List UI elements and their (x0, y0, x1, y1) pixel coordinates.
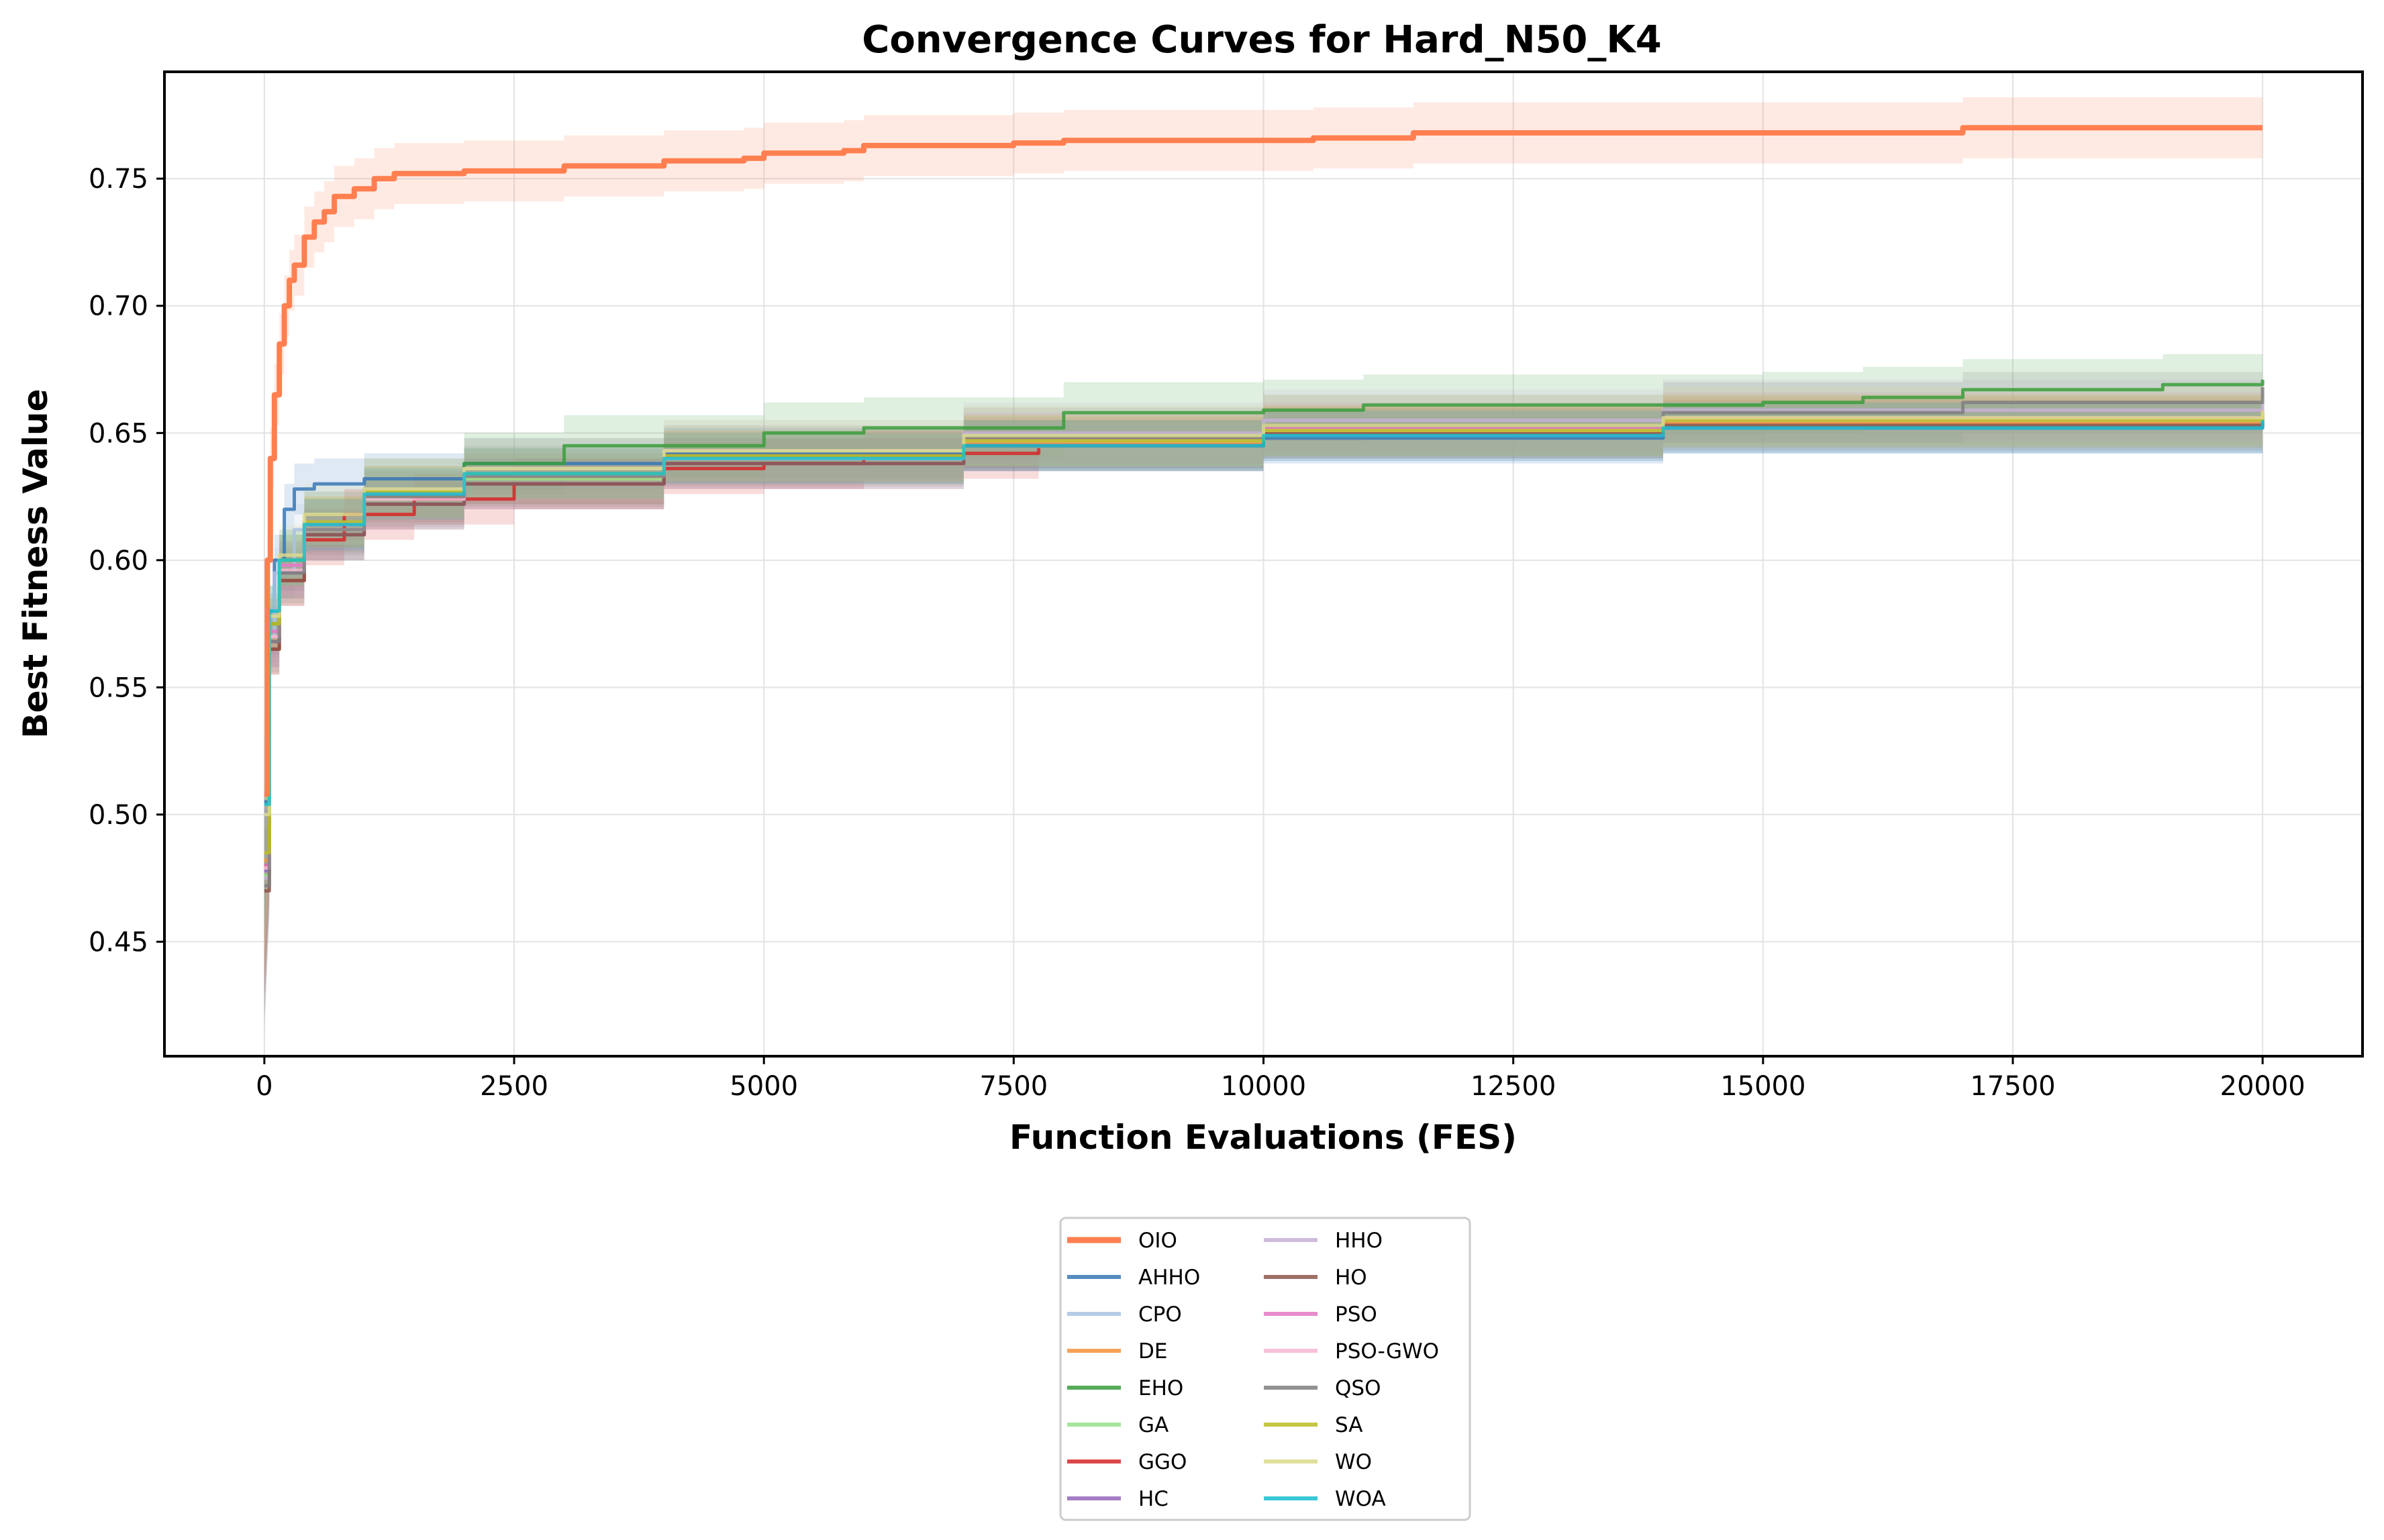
band-ho (264, 397, 2263, 1019)
legend-item-woa: WOA (1264, 1487, 1386, 1511)
y-tick-label: 0.65 (89, 418, 148, 449)
series-line-woa (264, 420, 2265, 807)
legend-label: CPO (1138, 1302, 1182, 1327)
band-wo (264, 379, 2263, 968)
band-hho (264, 372, 2263, 1031)
band-eho (264, 349, 2263, 1019)
legend-label: PSO-GWO (1335, 1339, 1439, 1364)
x-tick-label: 17500 (1970, 1071, 2055, 1102)
legend-label: SA (1335, 1413, 1362, 1437)
x-tick-label: 7500 (979, 1071, 1048, 1102)
legend-item-wo: WO (1264, 1450, 1372, 1474)
legend-label: OIO (1138, 1229, 1177, 1253)
y-tick-label: 0.70 (89, 291, 148, 322)
legend-label: DE (1138, 1339, 1167, 1364)
x-tick-label: 20000 (2220, 1071, 2305, 1102)
y-tick-label: 0.60 (89, 546, 148, 576)
band-ahho (264, 392, 2263, 929)
x-axis-ticks: 0 2500 5000 7500 10000 12500 15000 17500 20000 (256, 1056, 2305, 1102)
chart-title: Convergence Curves for Hard_N50_K4 (862, 18, 1662, 62)
legend-label: AHHO (1138, 1266, 1200, 1290)
legend-item-oio: OIO (1067, 1229, 1177, 1253)
series-line-oio (264, 125, 2263, 797)
legend-label: EHO (1138, 1376, 1183, 1400)
x-axis-title: Function Evaluations (FES) (1009, 1118, 1517, 1157)
y-axis-ticks: 0.45 0.50 0.55 0.60 0.65 0.70 0.75 (89, 164, 164, 958)
y-axis-title: Best Fitness Value (16, 389, 55, 738)
y-tick-label: 0.55 (89, 672, 148, 703)
legend-item-hc: HC (1067, 1487, 1169, 1511)
legend-item-de: DE (1067, 1339, 1167, 1364)
legend: OIO AHHO CPO DE EHO GA GGO HC HHO HO PSO PSO-GWO QSO… (1059, 1217, 1471, 1521)
x-tick-label: 10000 (1221, 1071, 1306, 1102)
legend-label: GGO (1138, 1450, 1187, 1474)
legend-label: HO (1335, 1266, 1367, 1290)
band-woa (264, 395, 2263, 932)
legend-item-cpo: CPO (1067, 1302, 1182, 1327)
legend-label: GA (1138, 1413, 1169, 1437)
legend-item-ga: GA (1067, 1413, 1169, 1437)
legend-label: HHO (1335, 1229, 1383, 1253)
legend-item-pso: PSO (1264, 1302, 1377, 1327)
legend-label: QSO (1335, 1376, 1381, 1400)
legend-label: HC (1138, 1487, 1169, 1511)
legend-item-ggo: GGO (1067, 1450, 1187, 1474)
y-tick-label: 0.50 (89, 800, 148, 831)
band-de (264, 387, 2263, 988)
y-tick-label: 0.45 (89, 927, 148, 958)
legend-item-sa: SA (1264, 1413, 1362, 1437)
x-tick-label: 0 (256, 1071, 272, 1102)
series-lines (264, 125, 2265, 893)
x-tick-label: 2500 (480, 1071, 548, 1102)
legend-label: WOA (1335, 1487, 1386, 1511)
legend-item-ahho: AHHO (1067, 1266, 1200, 1290)
legend-item-pso-gwo: PSO-GWO (1264, 1339, 1439, 1364)
legend-label: WO (1335, 1450, 1372, 1474)
x-tick-label: 5000 (730, 1071, 798, 1102)
legend-item-qso: QSO (1264, 1376, 1381, 1400)
y-tick-label: 0.75 (89, 164, 148, 195)
x-tick-label: 15000 (1720, 1071, 1805, 1102)
legend-item-eho: EHO (1067, 1376, 1183, 1400)
legend-item-ho: HO (1264, 1266, 1367, 1290)
x-tick-label: 12500 (1471, 1071, 1556, 1102)
legend-label: PSO (1335, 1302, 1377, 1327)
band-oio (264, 97, 2263, 947)
legend-box (1059, 1217, 1471, 1521)
legend-item-hho: HHO (1264, 1229, 1383, 1253)
band-ggo (264, 423, 1039, 993)
